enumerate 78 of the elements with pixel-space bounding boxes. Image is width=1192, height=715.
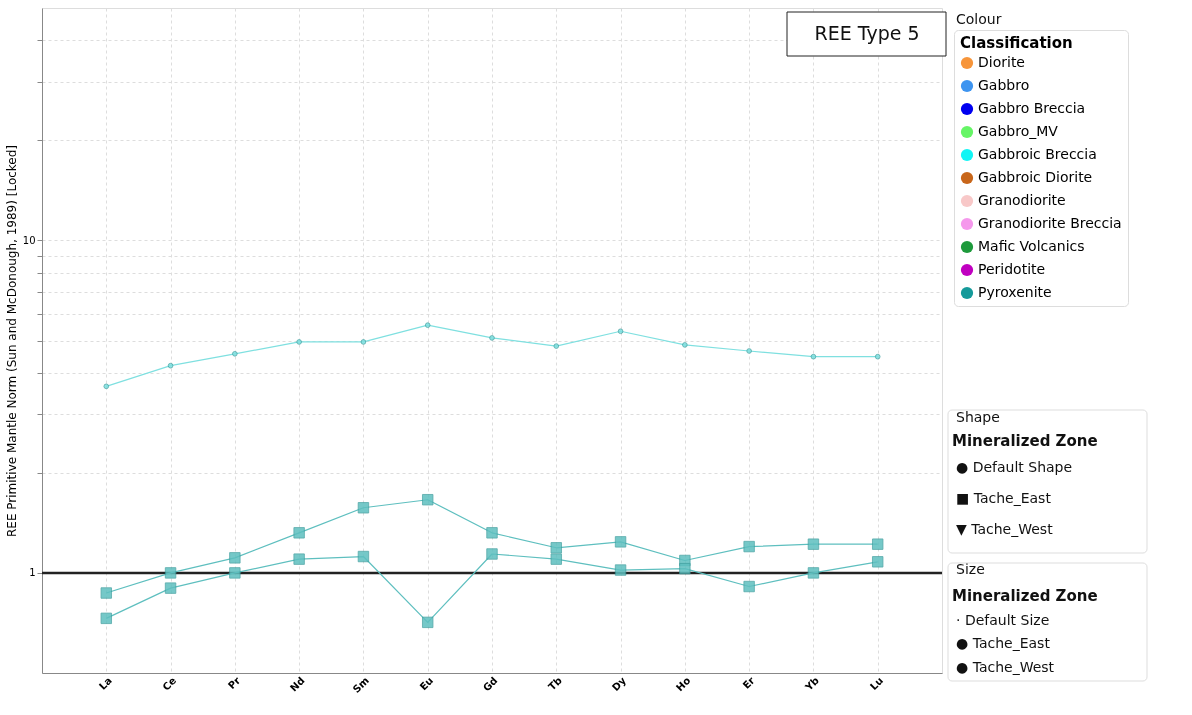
- point: [743, 580, 755, 593]
- legend-label: Diorite: [978, 54, 1025, 70]
- point: [614, 536, 627, 548]
- legend-label: Gabbroic Diorite: [978, 169, 1093, 185]
- legend-label: Mafic Volcanics: [978, 238, 1085, 254]
- legend-label: Granodiorite: [978, 192, 1066, 208]
- x-tick-label: Ho: [673, 674, 693, 694]
- point: [617, 328, 624, 335]
- point: [486, 527, 498, 539]
- legend-label: Gabbro: [978, 77, 1030, 93]
- y-axis-title: REE Primitive Mantle Norm (Sun and McDonough, 1989) [Locked]: [4, 144, 19, 538]
- text: ▼ Tache_West: [956, 521, 1054, 537]
- point: [872, 556, 884, 568]
- text: ● Tache_East: [956, 635, 1051, 651]
- x-tick-label: Tb: [546, 674, 564, 693]
- point: [100, 587, 112, 599]
- x-tick-label: Dy: [609, 674, 629, 694]
- point: [810, 353, 817, 360]
- x-tick-label: Ce: [160, 674, 179, 693]
- point: [293, 527, 305, 539]
- text: · Default Size: [956, 612, 1050, 628]
- text: ■ Tache_East: [956, 490, 1052, 506]
- text: Mineralized Zone: [952, 432, 1098, 450]
- y-tick-label: 10: [22, 234, 36, 246]
- legend-label: Gabbro Breccia: [978, 100, 1086, 116]
- point: [424, 322, 431, 328]
- legend-title: Classification: [960, 34, 1073, 52]
- x-tick-label: Yb: [802, 674, 821, 694]
- text: Size: [956, 561, 985, 577]
- point: [167, 362, 174, 369]
- point: [550, 542, 562, 554]
- point: [682, 342, 688, 348]
- point: [100, 612, 112, 624]
- x-tick-label: Er: [740, 674, 757, 691]
- text: ● Tache_West: [956, 659, 1055, 675]
- point: [103, 383, 110, 390]
- legend-label: Granodiorite Breccia: [978, 215, 1122, 231]
- x-tick-label: Gd: [480, 674, 500, 694]
- point: [679, 563, 691, 575]
- point: [422, 494, 434, 506]
- x-tick-label: Sm: [350, 674, 371, 696]
- point: [807, 567, 820, 579]
- text: Colour: [956, 11, 1002, 27]
- text: ● Default Shape: [956, 459, 1073, 475]
- x-tick-label: Nd: [287, 674, 307, 694]
- point: [229, 567, 241, 579]
- point: [293, 553, 305, 565]
- text: REE Type 5: [814, 22, 920, 44]
- point: [807, 538, 820, 550]
- point: [422, 616, 434, 629]
- point: [486, 548, 498, 560]
- point: [229, 552, 241, 564]
- point: [357, 502, 370, 514]
- point: [874, 353, 881, 360]
- point: [872, 538, 884, 550]
- legend-label: Pyroxenite: [978, 284, 1052, 300]
- point: [746, 348, 752, 354]
- legend-label: Gabbroic Breccia: [978, 146, 1097, 162]
- point: [743, 540, 755, 553]
- x-tick-label: La: [96, 674, 114, 692]
- x-tick-label: Pr: [225, 674, 243, 692]
- legend-label: Peridotite: [978, 261, 1046, 277]
- point: [553, 343, 560, 349]
- point: [550, 553, 562, 565]
- x-tick-label: Lu: [867, 674, 886, 693]
- point: [614, 564, 627, 576]
- point: [296, 339, 302, 345]
- point: [357, 550, 370, 563]
- point: [360, 339, 367, 345]
- y-tick-label: 1: [29, 567, 36, 579]
- text: Shape: [956, 409, 1000, 425]
- point: [164, 567, 177, 579]
- point: [232, 351, 238, 357]
- point: [489, 335, 495, 341]
- text: Mineralized Zone: [952, 587, 1098, 605]
- point: [164, 582, 177, 594]
- x-tick-label: Eu: [417, 674, 436, 693]
- legend-label: Gabbro_MV: [978, 123, 1059, 139]
